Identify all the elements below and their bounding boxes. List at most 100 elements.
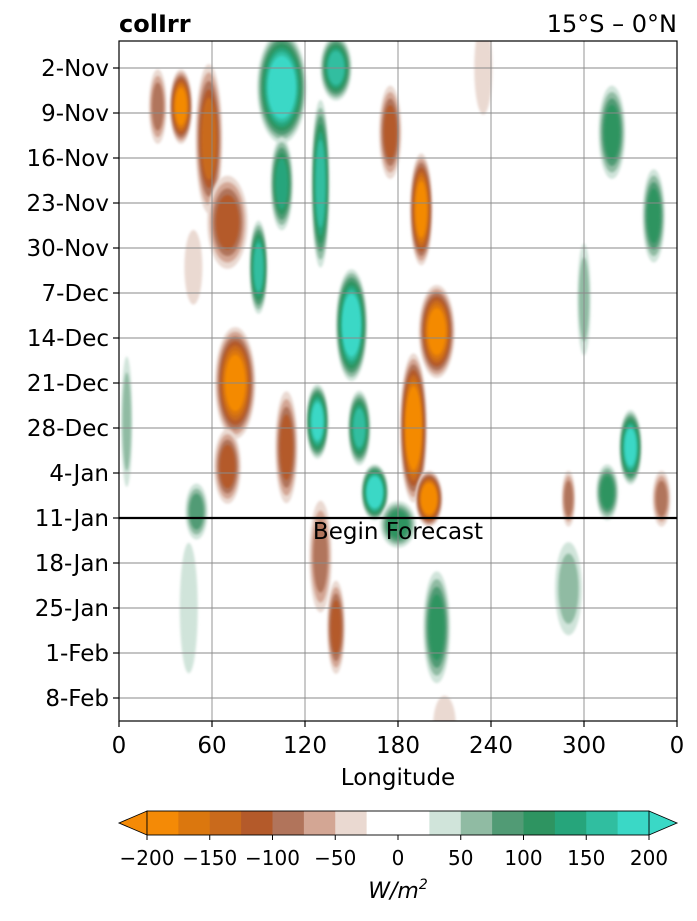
x-tick-label: 120 xyxy=(283,733,327,759)
anomaly-blob xyxy=(214,429,241,504)
y-axis: 2-Nov 9-Nov 16-Nov 23-Nov 30-Nov 7-Dec 14-Dec 2… xyxy=(27,56,119,712)
plot-area: Begin Forecast xyxy=(118,40,678,722)
anomaly-contour xyxy=(275,158,288,210)
anomaly-blob xyxy=(561,470,576,527)
anomaly-blob xyxy=(311,99,330,268)
anomaly-contour xyxy=(564,480,573,517)
colorbar-swatch xyxy=(303,811,336,835)
y-tick-label: 2-Nov xyxy=(41,56,109,82)
anomaly-blob xyxy=(361,464,389,521)
colorbar-swatch xyxy=(492,811,524,835)
colorbar-unit: W/m xyxy=(368,879,419,904)
anomaly-contour xyxy=(122,372,131,471)
colorbar-swatch xyxy=(209,811,242,835)
gridlines xyxy=(119,41,677,721)
anomaly-blob xyxy=(207,175,248,269)
y-tick-label: 8-Feb xyxy=(45,686,109,712)
anomaly-contour xyxy=(215,194,240,250)
anomaly-contour xyxy=(219,444,236,489)
anomaly-contour xyxy=(422,485,436,513)
y-tick-label: 21-Dec xyxy=(27,371,109,397)
anomaly-contour xyxy=(269,59,294,115)
anomaly-contour xyxy=(647,188,661,244)
colorbar-swatch xyxy=(366,811,430,835)
anomaly-blob xyxy=(410,153,433,266)
anomaly-blob xyxy=(270,137,293,231)
colorbar-tick-label: −200 xyxy=(120,846,175,870)
colorbar-swatch xyxy=(335,811,368,835)
colorbar-tick-label: 150 xyxy=(567,846,605,870)
colorbar-swatch xyxy=(523,811,556,835)
anomaly-blob xyxy=(257,41,307,144)
x-tick-label: 0 xyxy=(670,733,685,759)
anomaly-contour xyxy=(624,428,637,467)
anomaly-blob xyxy=(184,230,203,305)
x-axis: 0 60 120 180 240 300 0 xyxy=(112,721,685,759)
y-tick-label: 28-Dec xyxy=(27,416,109,442)
x-tick-label: 180 xyxy=(376,733,420,759)
colorbar-tick-label: −50 xyxy=(314,846,356,870)
chart-subtitle: 15°S – 0°N xyxy=(547,10,677,38)
anomaly-contour xyxy=(151,82,164,131)
anomaly-blob xyxy=(619,410,642,485)
anomaly-contour xyxy=(253,242,264,292)
anomaly-contour xyxy=(603,104,620,160)
anomaly-contour xyxy=(655,480,668,517)
colorbar-swatch xyxy=(147,811,179,835)
anomaly-contour xyxy=(343,297,360,353)
y-tick-label: 7-Dec xyxy=(42,281,109,307)
anomaly-blob xyxy=(433,695,456,721)
chart-title: colIrr xyxy=(119,10,191,38)
y-tick-label: 14-Dec xyxy=(27,326,109,352)
colorbar-tick-label: 100 xyxy=(504,846,542,870)
colorbar-swatch xyxy=(617,811,650,835)
anomaly-blob xyxy=(320,41,352,101)
anomaly-contour xyxy=(175,87,187,126)
anomaly-blob xyxy=(379,85,402,179)
colorbar-swatch xyxy=(178,811,211,835)
anomaly-blob xyxy=(555,542,582,636)
anomaly-contour xyxy=(558,553,579,624)
anomaly-contour xyxy=(427,308,446,356)
anomaly-blob xyxy=(249,220,268,314)
colorbar-swatch xyxy=(272,811,305,835)
anomaly-contour xyxy=(315,139,326,228)
forecast-annotation: Begin Forecast xyxy=(313,519,483,545)
anomaly-blob xyxy=(418,284,455,379)
anomaly-contour xyxy=(600,475,614,509)
anomaly-blob xyxy=(327,580,345,674)
x-axis-label: Longitude xyxy=(341,765,455,791)
colorbar-tick-label: −150 xyxy=(182,846,237,870)
y-tick-label: 16-Nov xyxy=(27,146,109,172)
x-tick-label: 0 xyxy=(112,733,127,759)
y-tick-label: 1-Feb xyxy=(45,641,109,667)
anomaly-blob xyxy=(415,470,443,527)
anomaly-blob xyxy=(423,571,451,684)
anomaly-contour xyxy=(433,695,456,721)
colorbar-label: W/m2 xyxy=(368,877,428,904)
anomaly-contour xyxy=(184,230,203,305)
anomaly-blob xyxy=(275,391,298,504)
y-tick-label: 25-Jan xyxy=(35,596,109,622)
anomaly-blob xyxy=(596,464,619,521)
anomaly-contour xyxy=(311,402,324,441)
anomaly-blob xyxy=(598,85,626,179)
anomaly-blob xyxy=(185,483,208,540)
anomaly-blob xyxy=(169,69,193,144)
x-tick-label: 60 xyxy=(197,733,226,759)
x-tick-label: 300 xyxy=(562,733,606,759)
anomaly-contour xyxy=(279,414,293,481)
anomaly-blob xyxy=(652,470,671,527)
anomaly-contour xyxy=(474,41,493,115)
colorbar-tick-label: 200 xyxy=(630,846,668,870)
anomaly-blob xyxy=(121,356,133,487)
y-tick-label: 4-Jan xyxy=(49,461,109,487)
anomaly-contour xyxy=(189,493,204,530)
anomaly-contour xyxy=(368,478,382,506)
anomaly-contour xyxy=(428,594,445,661)
anomaly-blob xyxy=(306,384,329,459)
colorbar-swatch xyxy=(586,811,619,835)
colorbar-tick-label: −100 xyxy=(245,846,300,870)
